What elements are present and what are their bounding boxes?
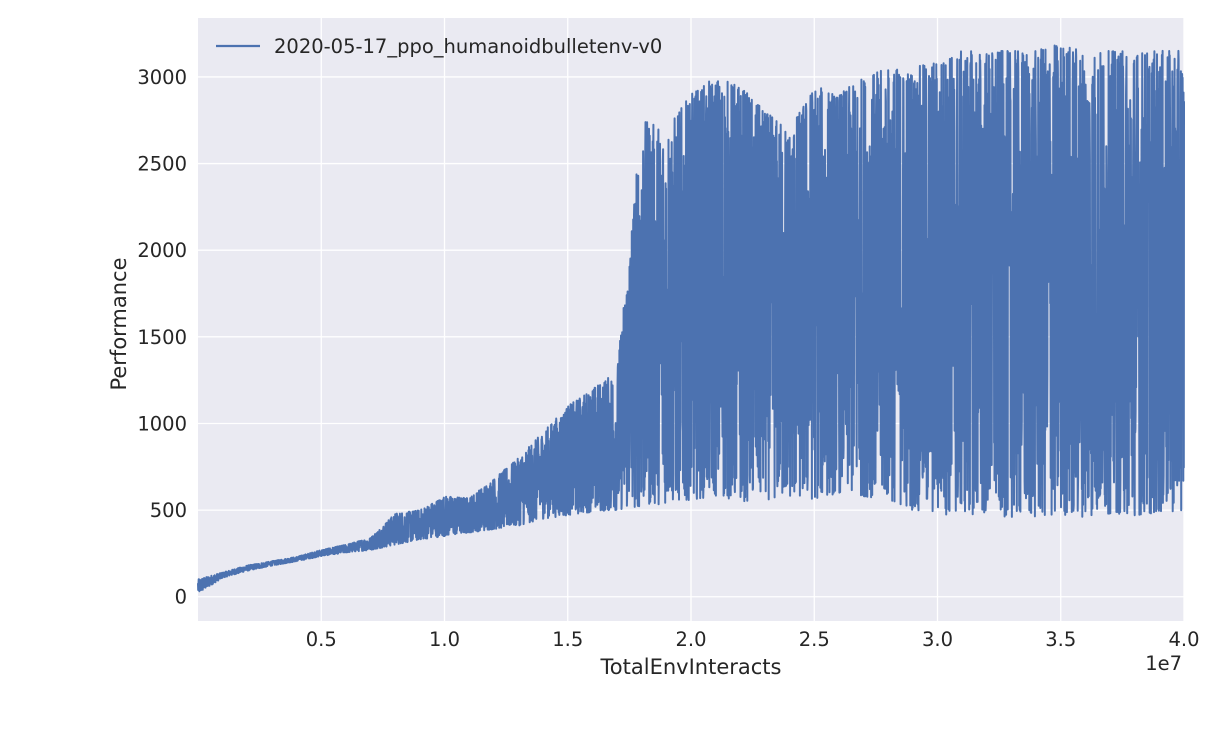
x-tick-label: 0.5 <box>306 628 337 651</box>
x-tick-label: 3.5 <box>1045 628 1076 651</box>
y-axis-label: Performance <box>107 257 131 390</box>
x-tick-label: 3.0 <box>922 628 953 651</box>
y-tick-label: 1500 <box>137 326 187 349</box>
y-tick-label: 1000 <box>137 412 187 435</box>
x-tick-label: 2.0 <box>675 628 706 651</box>
x-tick-label: 4.0 <box>1168 628 1199 651</box>
y-tick-label: 2000 <box>137 239 187 262</box>
y-tick-label: 500 <box>150 499 187 522</box>
legend-label: 2020-05-17_ppo_humanoidbulletenv-v0 <box>274 35 662 58</box>
x-axis-scale-label: 1e7 <box>1145 652 1182 675</box>
y-tick-label: 0 <box>175 586 187 609</box>
series-line <box>197 44 1185 593</box>
series-layer <box>197 44 1185 593</box>
x-tick-label: 1.0 <box>429 628 460 651</box>
legend: 2020-05-17_ppo_humanoidbulletenv-v0 <box>216 35 662 58</box>
x-axis-label: TotalEnvInteracts <box>600 655 782 679</box>
y-tick-label: 2500 <box>137 153 187 176</box>
y-tick-label: 3000 <box>137 66 187 89</box>
x-tick-labels: 0.5 1.0 1.5 2.0 2.5 3.0 3.5 4.0 <box>306 628 1200 651</box>
x-tick-label: 2.5 <box>799 628 830 651</box>
x-tick-label: 1.5 <box>552 628 583 651</box>
y-tick-labels: 0 500 1000 1500 2000 2500 3000 <box>137 66 187 609</box>
